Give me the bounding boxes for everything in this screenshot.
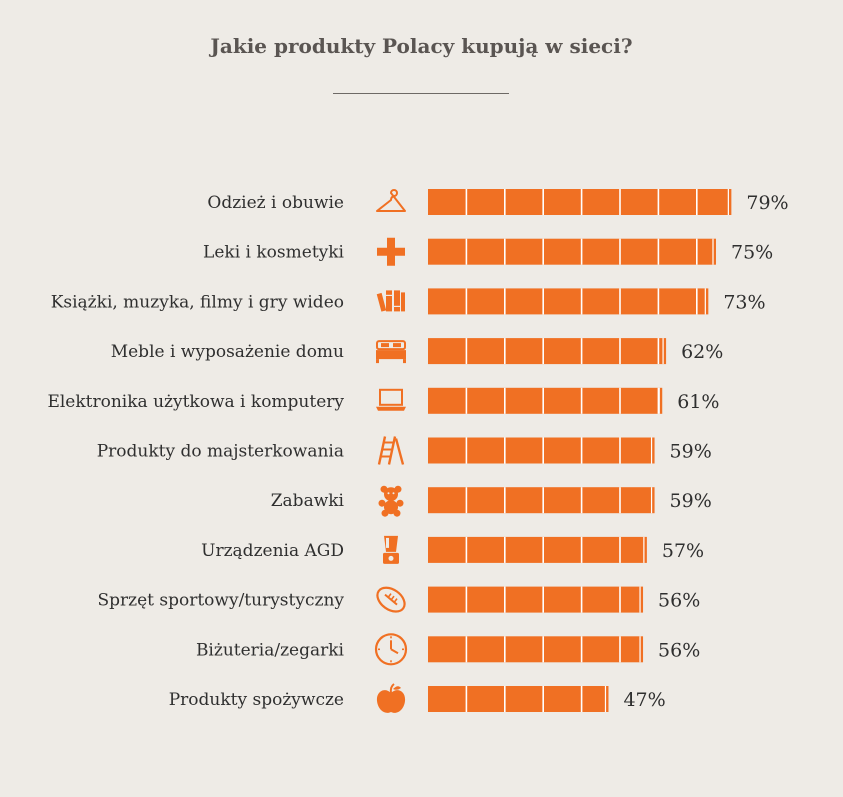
bar <box>428 189 732 215</box>
value-label: 57% <box>662 540 704 562</box>
hanger-icon <box>376 189 406 212</box>
teddy-bear-icon <box>378 485 404 517</box>
clock-icon <box>374 633 408 666</box>
blender-icon <box>383 535 399 564</box>
value-label: 59% <box>670 490 712 512</box>
value-label: 75% <box>731 242 773 264</box>
bar <box>428 686 609 712</box>
bar <box>428 288 709 315</box>
bar-row: Meble i wyposażenie domu 62% <box>111 338 723 365</box>
bar <box>428 338 667 365</box>
value-label: 61% <box>677 391 719 413</box>
value-label: 56% <box>658 590 700 612</box>
value-label: 73% <box>723 291 765 313</box>
category-label: Urządzenia AGD <box>201 541 344 561</box>
value-label: 62% <box>681 341 723 363</box>
cross-icon <box>377 237 405 266</box>
bar-row: Urządzenia AGD 57% <box>201 535 704 564</box>
chart-title: Jakie produkty Polacy kupują w sieci? <box>210 34 633 58</box>
category-label: Książki, muzyka, filmy i gry wideo <box>51 292 344 312</box>
bar-row: Elektronika użytkowa i komputery 61% <box>47 387 719 414</box>
category-label: Zabawki <box>271 491 345 511</box>
books-icon <box>376 290 405 312</box>
category-label: Leki i kosmetyki <box>203 243 345 263</box>
bar-row: Książki, muzyka, filmy i gry wideo 73% <box>51 288 766 315</box>
football-icon <box>376 586 406 613</box>
bar-row: Zabawki 59% <box>271 485 712 517</box>
ladder-icon <box>377 436 405 465</box>
title-divider <box>333 93 509 94</box>
bar <box>428 238 716 265</box>
bar <box>428 636 644 663</box>
bar-row: Sprzęt sportowy/turystyczny 56% <box>97 586 700 613</box>
laptop-icon <box>376 388 406 411</box>
apple-icon <box>376 683 406 713</box>
bar-row: Odzież i obuwie 79% <box>207 189 789 215</box>
bed-icon <box>376 340 406 364</box>
category-label: Sprzęt sportowy/turystyczny <box>97 591 344 611</box>
bar <box>428 387 663 414</box>
category-label: Produkty spożywcze <box>169 690 344 710</box>
category-label: Biżuteria/zegarki <box>196 640 345 660</box>
value-label: 47% <box>623 689 665 711</box>
bar <box>428 536 647 563</box>
bar-row: Leki i kosmetyki 75% <box>203 237 773 266</box>
value-label: 56% <box>658 639 700 661</box>
value-label: 59% <box>670 441 712 463</box>
bar-row: Produkty spożywcze 47% <box>169 683 666 713</box>
category-label: Elektronika użytkowa i komputery <box>47 392 344 412</box>
bar-row: Produkty do majsterkowania 59% <box>97 436 712 465</box>
bar <box>428 586 644 613</box>
category-label: Odzież i obuwie <box>207 193 344 213</box>
value-label: 79% <box>746 192 788 214</box>
category-label: Meble i wyposażenie domu <box>111 342 344 362</box>
bar-row: Biżuteria/zegarki 56% <box>196 633 700 666</box>
category-label: Produkty do majsterkowania <box>97 442 344 462</box>
